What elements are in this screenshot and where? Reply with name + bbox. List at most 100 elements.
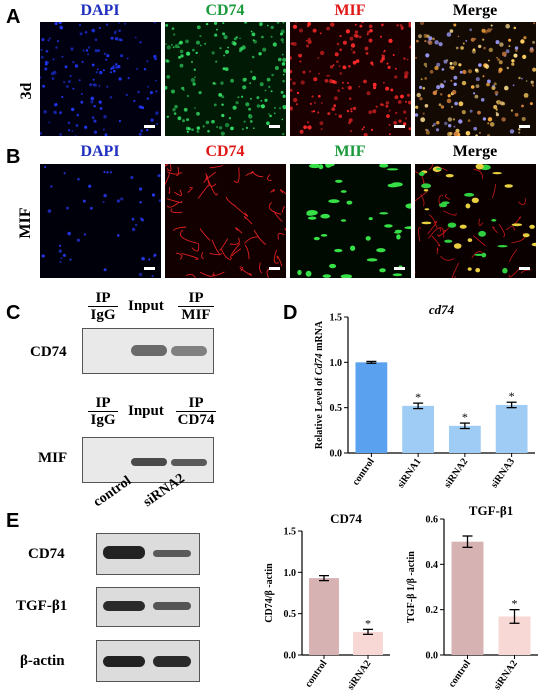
panel-a-cd74-image (165, 22, 286, 136)
panel-b-col-cd74: CD74 (205, 143, 245, 160)
ip-igg-header-2: IP IgG (88, 395, 118, 428)
y-tick-label: 0.0 (330, 449, 343, 460)
blot-band (103, 546, 145, 559)
panel-a-mif-image (290, 22, 411, 136)
ip-label: IP (88, 395, 118, 412)
mif-cells (297, 164, 411, 278)
co-ip-blot-mif (82, 437, 214, 483)
significance-star: * (415, 390, 421, 404)
igg-label: IgG (90, 307, 116, 323)
panel-b-col-merge: Merge (452, 143, 498, 160)
wb-blot-beta-actin (96, 640, 200, 682)
panel-a-col-mif: MIF (334, 2, 366, 19)
dapi-nuclei (41, 166, 161, 278)
ip-label: IP (176, 395, 216, 412)
panel-b-mif-image (290, 164, 411, 278)
panel-b-letter: B (6, 146, 21, 168)
x-tick-label: siRNA2 (492, 658, 520, 692)
panel-c-letter: C (6, 302, 21, 324)
panel-a-row-label: 3d (18, 82, 35, 100)
wb-row-cd74: CD74 (28, 546, 65, 562)
y-tick-label: 1.0 (330, 358, 343, 369)
x-tick-label: siRNA2 (345, 658, 373, 692)
input-header: Input (128, 298, 164, 314)
scale-bar (144, 125, 155, 128)
x-tick-label: siRNA2 (442, 456, 470, 490)
y-tick-label: 1.0 (284, 568, 297, 579)
panel-d-letter: D (283, 302, 298, 324)
wb-row-beta-actin: β-actin (20, 653, 65, 669)
y-tick-label: 1.5 (284, 527, 297, 538)
panel-a-col-cd74: CD74 (205, 2, 245, 19)
x-tick-label: control (447, 658, 474, 689)
significance-star: * (509, 389, 515, 403)
y-axis-label-part: Relative Level of (314, 375, 325, 449)
input-header-2: Input (128, 403, 164, 419)
panel-b-cd74-image (165, 164, 286, 278)
panel-b-dapi-image (40, 164, 161, 278)
cd74-filaments (165, 164, 286, 278)
dapi-nuclei (40, 22, 159, 136)
chart-title: TGF-β1 (469, 505, 513, 518)
scale-bar (519, 267, 530, 270)
merge-cells (415, 164, 536, 278)
y-tick-label: 0.6 (426, 515, 439, 526)
significance-star: * (365, 616, 371, 630)
chart-title: cd74 (429, 302, 455, 317)
bar (448, 425, 481, 453)
ip-label: IP (88, 290, 118, 307)
y-tick-label: 0.5 (330, 403, 343, 414)
panel-a-dapi-image (40, 22, 161, 136)
chart-title: CD74 (330, 511, 362, 526)
significance-star: * (512, 597, 518, 611)
blot1-label: CD74 (30, 344, 67, 360)
x-tick-label: control (350, 456, 377, 487)
x-tick-label: siRNA3 (489, 456, 517, 490)
scale-bar (144, 267, 155, 270)
wb-row-tgfb1: TGF-β1 (16, 598, 68, 614)
panel-a-col-merge: Merge (452, 2, 498, 19)
scale-bar (519, 125, 530, 128)
y-tick-label: 0.2 (426, 605, 439, 616)
ip-label: IP (178, 290, 214, 307)
y-axis-label-part: Cd74 (314, 353, 325, 375)
merge-signal (415, 22, 536, 136)
y-axis-label: TGF-β 1/β -actin (406, 551, 417, 623)
panel-a-merge-image (415, 22, 536, 136)
y-tick-label: 1.5 (330, 313, 343, 324)
ip-mif-header: IP MIF (178, 290, 214, 323)
y-axis-label: Relative Level of Cd74 mRNA (314, 320, 325, 449)
mif-label: MIF (181, 307, 211, 323)
y-tick-label: 0.0 (426, 651, 439, 662)
ip-cd74-header: IP CD74 (176, 395, 216, 428)
bar (402, 405, 435, 453)
mif-signal (290, 22, 411, 136)
y-axis-label: CD74/β -actin (264, 563, 275, 623)
panel-b-col-dapi: DAPI (80, 143, 120, 160)
scale-bar (269, 125, 280, 128)
panel-b-merge-image (415, 164, 536, 278)
chart-cd74-protein: CD74 0.0 0.5 1.0 1.5 CD74/β -actin control * siR… (264, 511, 390, 692)
chart-tgfb1-protein: TGF-β1 0.0 0.2 0.4 0.6 TGF-β 1/β -actin contro… (406, 505, 538, 692)
x-tick-label: siRNA1 (395, 456, 423, 490)
bar (309, 578, 339, 655)
panel-a-col-dapi: DAPI (80, 2, 120, 19)
bar (355, 362, 388, 453)
wb-blot-cd74 (96, 533, 200, 575)
co-ip-blot-cd74 (82, 328, 214, 374)
blot-band (153, 656, 191, 667)
blot2-label: MIF (38, 450, 68, 466)
blot-band (103, 656, 145, 667)
cd74-signal (165, 22, 286, 136)
panel-e-letter: E (6, 510, 20, 532)
y-axis-label-part: mRNA (314, 320, 325, 353)
scale-bar (394, 267, 405, 270)
panel-b-col-mif: MIF (334, 143, 366, 160)
chart-cd74-mrna: cd74 0.0 0.5 1.0 1.5 Relative Level of Cd74 m… (314, 302, 535, 490)
blot-band (153, 550, 191, 557)
ip-igg-header: IP IgG (88, 290, 118, 323)
panel-b-row-label: MIF (17, 207, 34, 239)
igg-label: IgG (90, 412, 116, 428)
bar (495, 404, 528, 453)
blot-band (171, 346, 207, 356)
